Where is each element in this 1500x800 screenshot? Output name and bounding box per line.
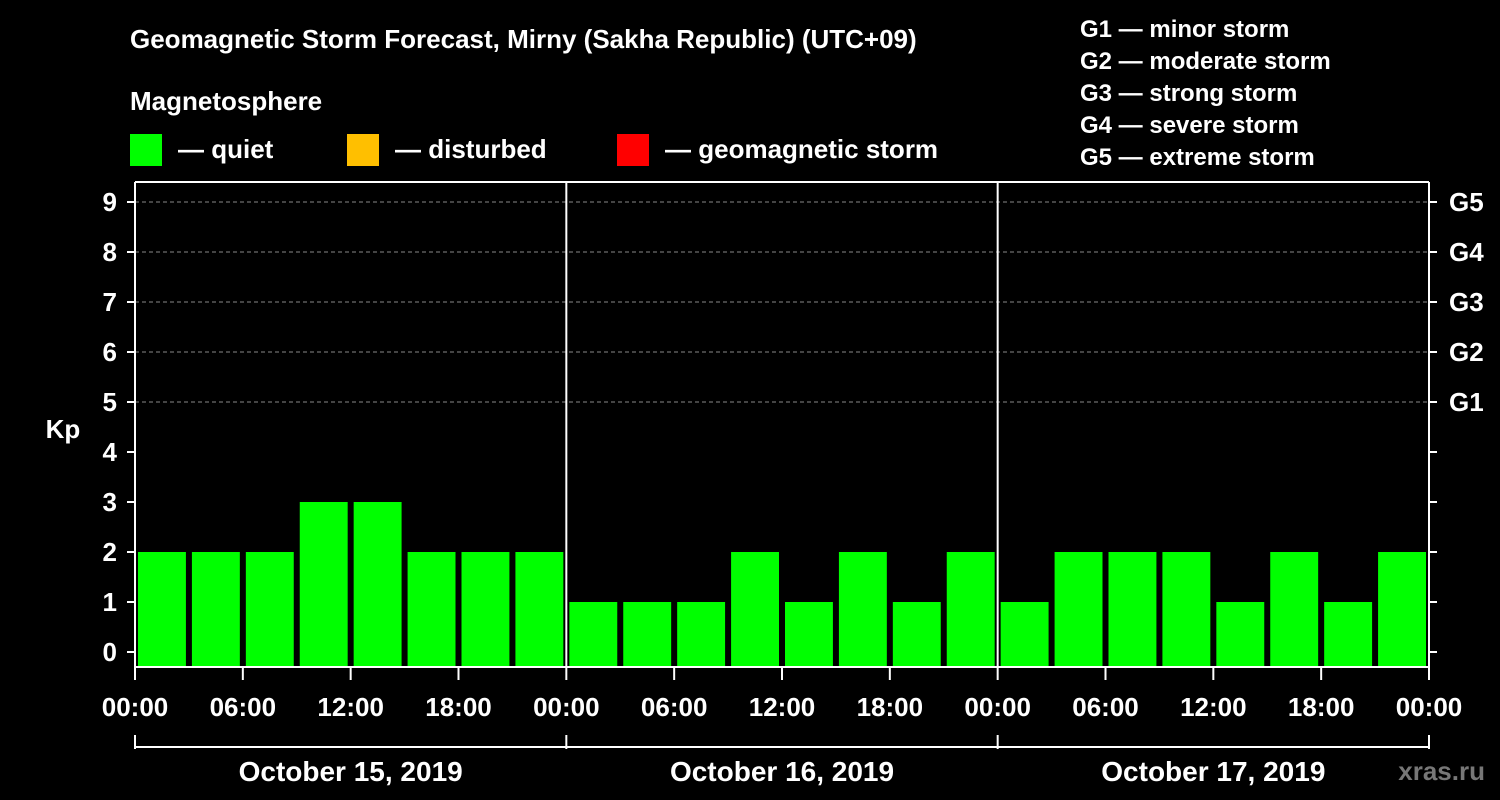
g-scale-ticks: G1 G2 G3 G4 G5 [1429, 187, 1484, 653]
scale-legend-g3: G3 — strong storm [1080, 80, 1297, 107]
kp-bar-5 [407, 552, 456, 667]
legend-storm: — geomagnetic storm [617, 134, 938, 166]
legend-storm-swatch [617, 134, 649, 166]
kp-bar-6 [461, 552, 510, 667]
kp-bar-22 [1324, 602, 1373, 667]
legend-disturbed-swatch [347, 134, 379, 166]
kp-bar-12 [785, 602, 833, 667]
kp-bar-23 [1378, 552, 1426, 667]
kp-bar-14 [892, 602, 941, 667]
storm-scale-legend: G1 — minor storm G2 — moderate storm G3 … [1080, 16, 1331, 171]
x-tick-label-5: 06:00 [641, 692, 708, 722]
kp-bar-21 [1270, 552, 1319, 667]
kp-bar-7 [515, 552, 564, 667]
kp-bar-11 [731, 552, 779, 667]
grid-lines [135, 201, 1429, 403]
kp-bar-0 [138, 552, 186, 667]
g-tick-label-g5: G5 [1449, 187, 1484, 217]
legend-storm-label: — geomagnetic storm [665, 134, 938, 164]
day-label-1: October 16, 2019 [670, 756, 894, 787]
bars [138, 502, 1426, 667]
y-tick-label-6: 6 [103, 337, 117, 367]
x-tick-label-9: 06:00 [1072, 692, 1139, 722]
kp-bar-17 [1054, 552, 1103, 667]
kp-bar-16 [1000, 602, 1049, 667]
x-tick-label-1: 06:00 [210, 692, 277, 722]
x-tick-label-10: 12:00 [1180, 692, 1247, 722]
day-label-0: October 15, 2019 [239, 756, 463, 787]
legend-quiet: — quiet [130, 134, 274, 166]
scale-legend-g4: G4 — severe storm [1080, 112, 1299, 139]
legend-quiet-label: — quiet [178, 134, 274, 164]
kp-bar-3 [299, 502, 348, 667]
watermark: xras.ru [1398, 756, 1485, 786]
kp-bar-13 [838, 552, 887, 667]
legend-disturbed: — disturbed [347, 134, 547, 166]
kp-bar-2 [245, 552, 294, 667]
x-tick-label-4: 00:00 [533, 692, 600, 722]
chart-title: Geomagnetic Storm Forecast, Mirny (Sakha… [130, 24, 917, 54]
legend-title: Magnetosphere [130, 86, 322, 116]
y-axis-label: Kp [46, 414, 81, 444]
g-tick-label-g2: G2 [1449, 337, 1484, 367]
y-ticks: 0 1 2 3 4 5 6 7 8 9 [103, 187, 135, 667]
kp-bar-1 [191, 552, 240, 667]
x-tick-label-11: 18:00 [1288, 692, 1355, 722]
x-ticks: 00:00 06:00 12:00 18:00 00:00 06:00 12:00 18:00… [102, 667, 1463, 722]
g-tick-label-g4: G4 [1449, 237, 1484, 267]
g-tick-label-g3: G3 [1449, 287, 1484, 317]
x-tick-label-12: 00:00 [1396, 692, 1463, 722]
x-tick-label-7: 18:00 [857, 692, 924, 722]
x-tick-label-0: 00:00 [102, 692, 169, 722]
scale-legend-g5: G5 — extreme storm [1080, 144, 1315, 171]
x-tick-label-2: 12:00 [317, 692, 384, 722]
legend-disturbed-label: — disturbed [395, 134, 547, 164]
kp-bar-10 [677, 602, 726, 667]
y-tick-label-8: 8 [103, 237, 117, 267]
legend-quiet-swatch [130, 134, 162, 166]
x-tick-label-8: 00:00 [964, 692, 1031, 722]
day-labels: October 15, 2019 October 16, 2019 October … [134, 735, 1430, 787]
y-tick-label-7: 7 [103, 287, 117, 317]
kp-bar-19 [1162, 552, 1211, 667]
kp-bar-8 [569, 602, 618, 667]
day-label-2: October 17, 2019 [1101, 756, 1325, 787]
kp-bar-18 [1108, 552, 1157, 667]
y-tick-label-4: 4 [103, 437, 118, 467]
kp-bar-4 [353, 502, 402, 667]
kp-bar-20 [1216, 602, 1265, 667]
g-tick-label-g1: G1 [1449, 387, 1484, 417]
kp-bar-15 [946, 552, 995, 667]
kp-bar-9 [623, 602, 672, 667]
y-tick-label-1: 1 [103, 587, 117, 617]
y-tick-label-0: 0 [103, 637, 117, 667]
x-tick-label-3: 18:00 [425, 692, 492, 722]
scale-legend-g1: G1 — minor storm [1080, 16, 1289, 43]
y-tick-label-5: 5 [103, 387, 117, 417]
y-tick-label-9: 9 [103, 187, 117, 217]
y-tick-label-3: 3 [103, 487, 117, 517]
scale-legend-g2: G2 — moderate storm [1080, 48, 1331, 75]
y-tick-label-2: 2 [103, 537, 117, 567]
x-tick-label-6: 12:00 [749, 692, 816, 722]
